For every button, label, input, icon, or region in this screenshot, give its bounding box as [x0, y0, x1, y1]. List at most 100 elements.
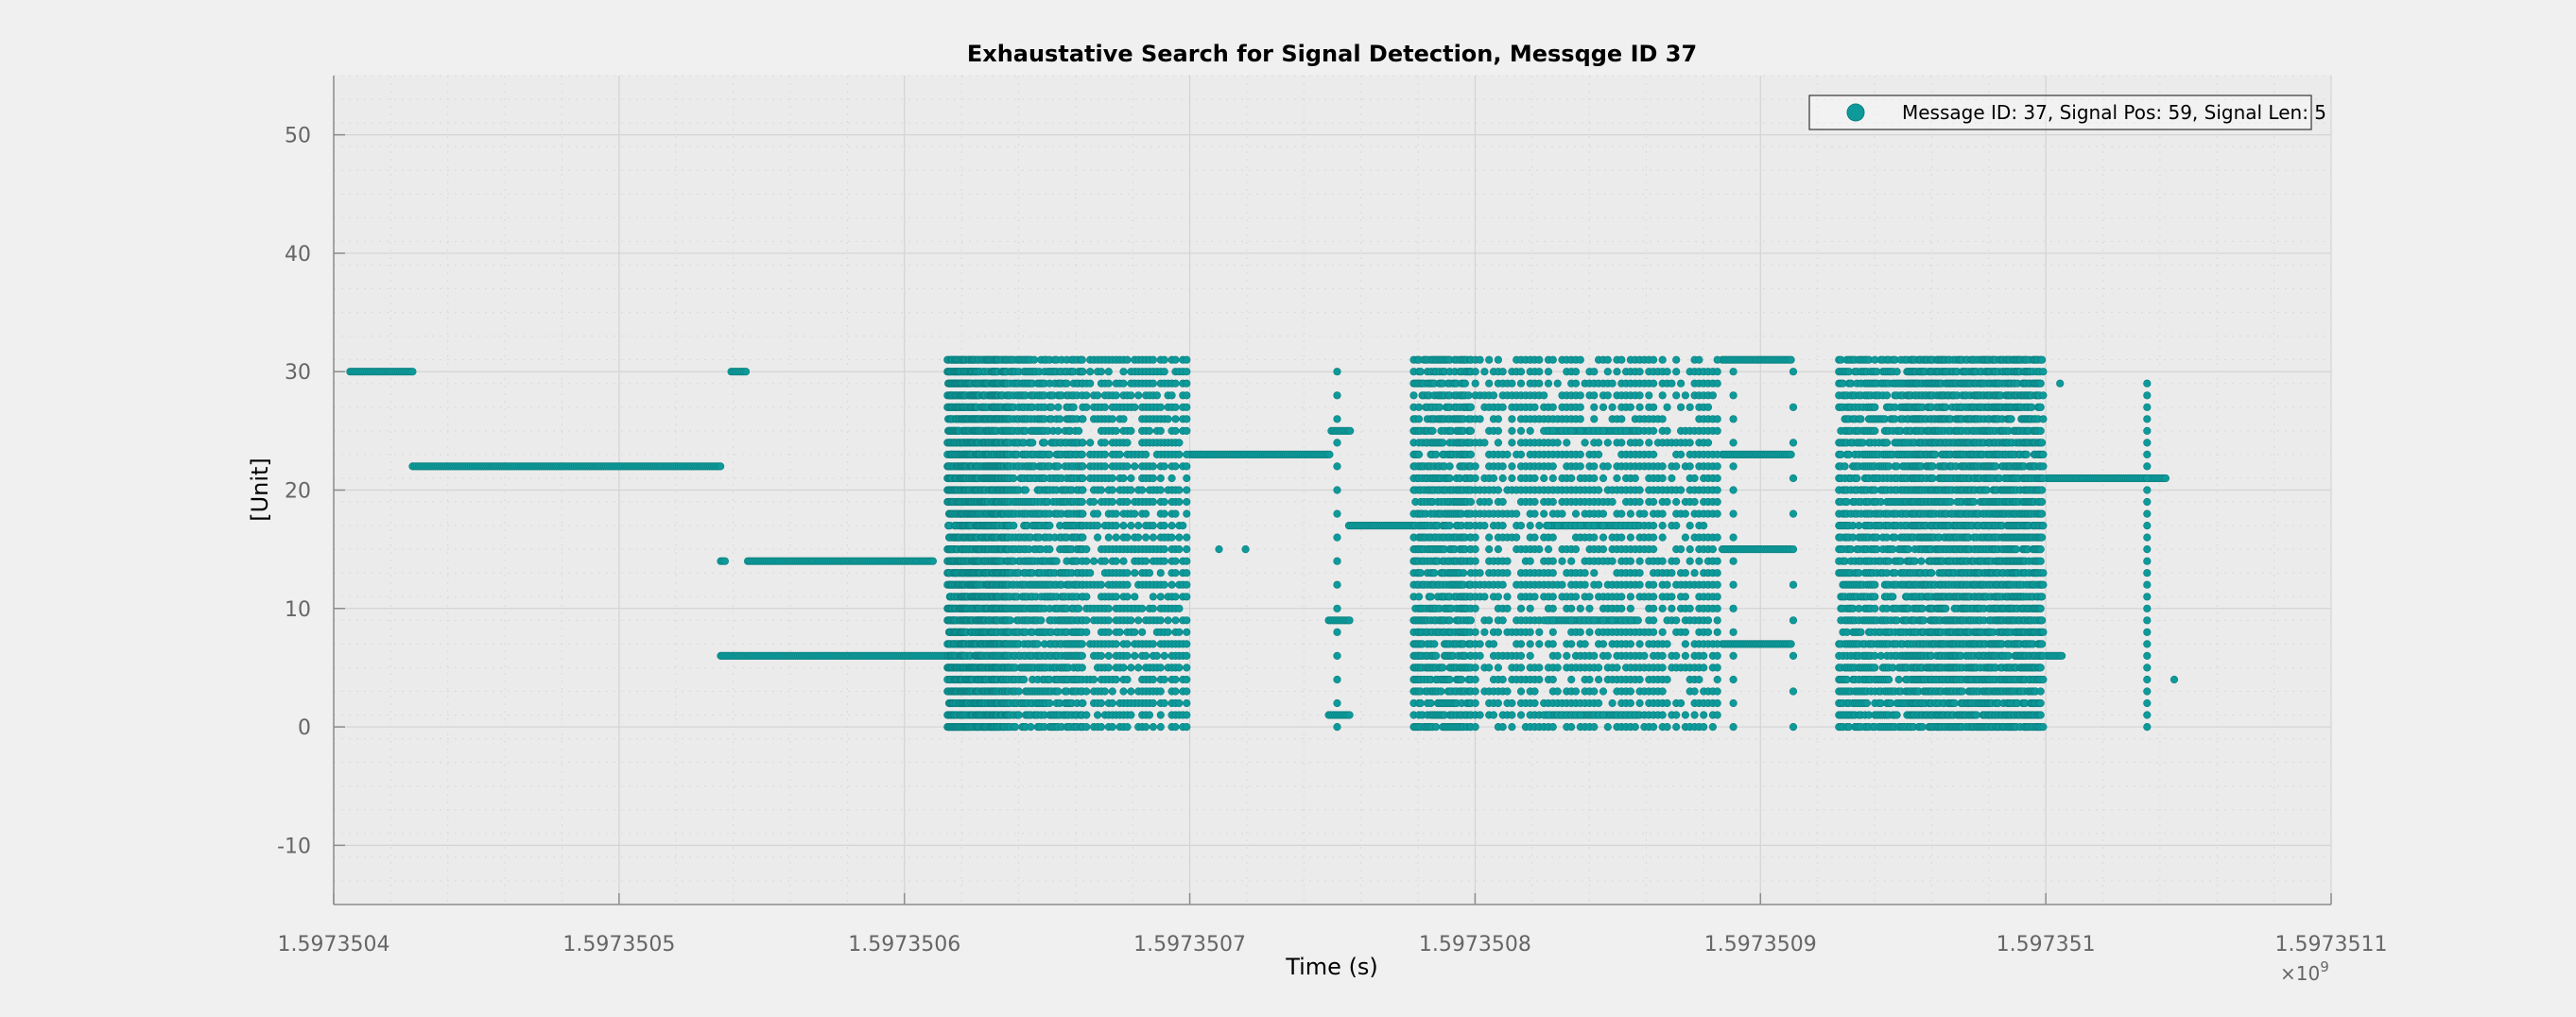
- data-point: [1083, 629, 1091, 636]
- data-point: [1079, 498, 1086, 506]
- data-point: [1079, 664, 1086, 672]
- data-point: [1120, 380, 1128, 388]
- data-point: [1101, 558, 1109, 565]
- data-point: [1063, 380, 1071, 388]
- data-point: [1161, 498, 1168, 506]
- data-point: [1132, 629, 1139, 636]
- data-point: [1079, 356, 1086, 364]
- data-point: [1415, 451, 1423, 458]
- data-point: [1094, 522, 1101, 529]
- data-point: [1184, 688, 1191, 696]
- data-point: [1134, 392, 1142, 400]
- data-point: [1410, 392, 1418, 400]
- data-point: [1113, 427, 1120, 435]
- data-point: [1138, 629, 1146, 636]
- data-point: [1101, 463, 1109, 471]
- data-point: [1124, 534, 1132, 542]
- data-point: [1168, 534, 1176, 542]
- data-point: [1161, 545, 1168, 553]
- data-point: [1046, 451, 1054, 458]
- data-point: [1161, 558, 1168, 565]
- data-point: [1176, 498, 1184, 506]
- data-point: [1134, 617, 1142, 625]
- data-point: [1070, 404, 1078, 411]
- data-point: [1157, 617, 1165, 625]
- data-point: [1184, 404, 1191, 411]
- data-point: [1634, 617, 1642, 625]
- data-point: [1432, 723, 1440, 731]
- data-point: [1184, 392, 1191, 400]
- data-point: [1427, 594, 1435, 601]
- data-point: [1184, 380, 1191, 388]
- data-point: [1172, 356, 1180, 364]
- data-point: [1157, 723, 1165, 731]
- data-point: [1083, 404, 1091, 411]
- data-point: [717, 463, 724, 471]
- data-point: [1105, 664, 1113, 672]
- data-point: [1124, 440, 1132, 447]
- data-point: [721, 558, 729, 565]
- data-point: [1124, 641, 1132, 648]
- data-point: [1132, 463, 1139, 471]
- data-point: [1109, 416, 1116, 423]
- data-point: [1150, 594, 1157, 601]
- data-point: [1157, 569, 1165, 577]
- data-point: [1124, 723, 1132, 731]
- data-point: [2058, 652, 2066, 660]
- data-point: [1090, 498, 1098, 506]
- data-point: [1038, 617, 1046, 625]
- data-point: [1083, 594, 1091, 601]
- data-point: [1161, 463, 1168, 471]
- data-point: [1124, 676, 1132, 683]
- data-point: [1113, 641, 1120, 648]
- data-point: [409, 368, 417, 375]
- data-point: [1047, 404, 1055, 411]
- data-point: [1161, 356, 1168, 364]
- data-point: [1436, 404, 1444, 411]
- data-point: [1055, 463, 1063, 471]
- data-point: [1153, 392, 1161, 400]
- data-point: [1142, 723, 1150, 731]
- data-point: [1105, 652, 1113, 660]
- data-point: [1128, 427, 1135, 435]
- data-point: [1086, 569, 1094, 577]
- data-point: [1124, 356, 1132, 364]
- data-point: [1098, 723, 1105, 731]
- data-point: [1184, 652, 1191, 660]
- data-point: [1161, 652, 1168, 660]
- data-point: [1094, 712, 1101, 719]
- data-point: [1041, 440, 1048, 447]
- data-point: [1184, 641, 1191, 648]
- data-point: [1142, 558, 1150, 565]
- data-point: [1150, 723, 1157, 731]
- data-point: [1011, 723, 1019, 731]
- data-point: [1080, 510, 1087, 518]
- data-point: [1184, 723, 1191, 731]
- data-point: [1046, 522, 1054, 529]
- data-point: [1429, 427, 1437, 435]
- data-point: [1176, 451, 1184, 458]
- data-point: [1101, 451, 1109, 458]
- data-point: [1007, 617, 1014, 625]
- data-point: [1172, 416, 1180, 423]
- data-point: [1184, 487, 1191, 494]
- data-point: [1113, 534, 1120, 542]
- data-point: [1105, 629, 1113, 636]
- data-point: [1176, 534, 1184, 542]
- data-point: [1113, 522, 1120, 529]
- data-point: [1098, 699, 1105, 707]
- data-point: [1146, 427, 1153, 435]
- data-point: [1172, 569, 1180, 577]
- data-point: [1055, 688, 1063, 696]
- data-point: [1184, 416, 1191, 423]
- data-point: [1109, 487, 1116, 494]
- data-point: [1128, 522, 1135, 529]
- data-point: [742, 368, 750, 375]
- data-point: [1417, 569, 1425, 577]
- data-point: [1431, 641, 1439, 648]
- data-point: [1124, 463, 1132, 471]
- data-point: [1157, 404, 1165, 411]
- data-point: [1101, 404, 1109, 411]
- data-point: [1184, 676, 1191, 683]
- data-point: [1094, 534, 1101, 542]
